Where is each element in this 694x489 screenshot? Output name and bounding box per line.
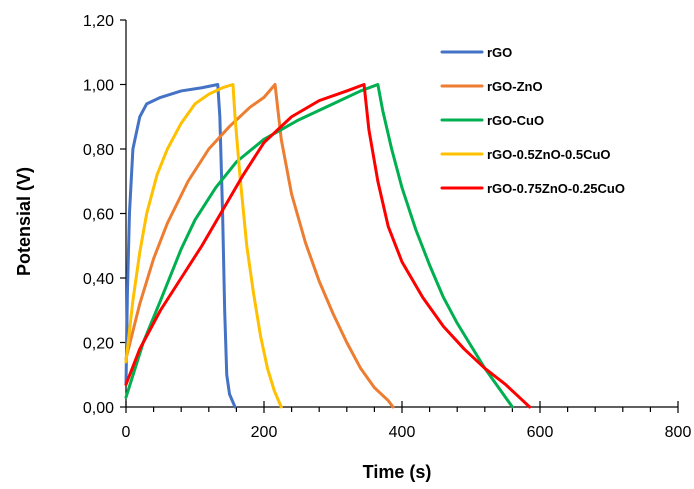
y-tick-label: 0,80: [83, 142, 114, 159]
y-tick-label: 1,00: [83, 78, 114, 95]
x-tick-label: 200: [251, 424, 278, 441]
series-line-1: [124, 83, 395, 409]
x-axis-title: Time (s): [363, 462, 432, 482]
series-lines: [124, 83, 532, 409]
legend-label: rGO-CuO: [487, 113, 544, 128]
y-tick-label: 0,00: [83, 400, 114, 417]
y-tick-label: 0,20: [83, 336, 114, 353]
y-axis-title: Potensial (V): [14, 167, 34, 276]
y-tick-label: 0,40: [83, 271, 114, 288]
x-tick-label: 400: [389, 424, 416, 441]
series-line-4: [124, 83, 532, 409]
x-tick-label: 600: [527, 424, 554, 441]
legend-label: rGO-0.5ZnO-0.5CuO: [487, 147, 611, 162]
x-tick-label: 800: [665, 424, 692, 441]
legend-label: rGO-0.75ZnO-0.25CuO: [487, 181, 625, 196]
y-tick-label: 0,60: [83, 207, 114, 224]
axes: [125, 20, 678, 408]
series-line-3: [124, 83, 283, 409]
series-line-2: [124, 83, 514, 409]
series-line-0: [124, 83, 237, 409]
y-tick-label: 1,20: [83, 13, 114, 30]
legend-label: rGO-ZnO: [487, 79, 543, 94]
legend: rGO rGO-ZnO rGO-CuO rGO-0.5ZnO-0.5CuO rGO-0.…: [440, 45, 625, 196]
legend-label: rGO: [487, 45, 512, 60]
ticks: 0,00 0,20 0,40 0,60 0,80 1,00 1,20 0 200 400 600 80…: [83, 13, 692, 441]
x-tick-label: 0: [122, 424, 131, 441]
